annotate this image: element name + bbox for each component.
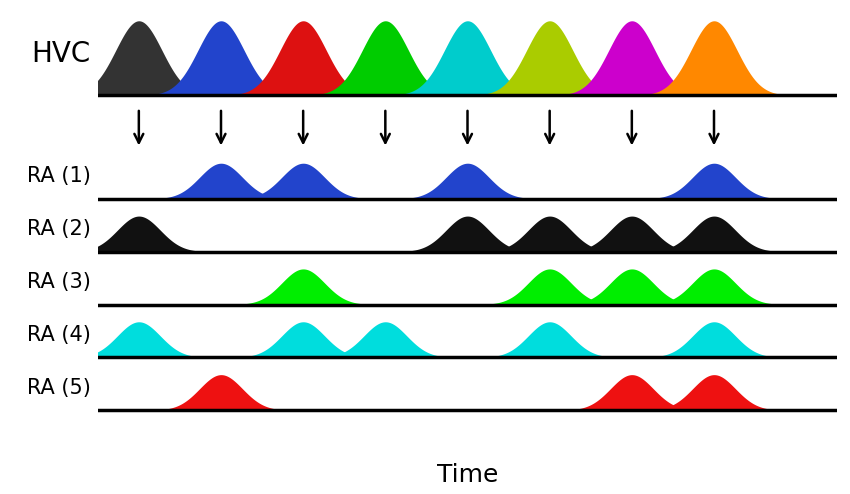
- Text: Time: Time: [437, 462, 498, 487]
- Text: RA (2): RA (2): [27, 219, 91, 239]
- Text: RA (3): RA (3): [27, 272, 91, 292]
- Text: RA (1): RA (1): [27, 166, 91, 186]
- Text: RA (5): RA (5): [27, 378, 91, 398]
- Text: RA (4): RA (4): [27, 325, 91, 345]
- Text: HVC: HVC: [31, 40, 91, 68]
